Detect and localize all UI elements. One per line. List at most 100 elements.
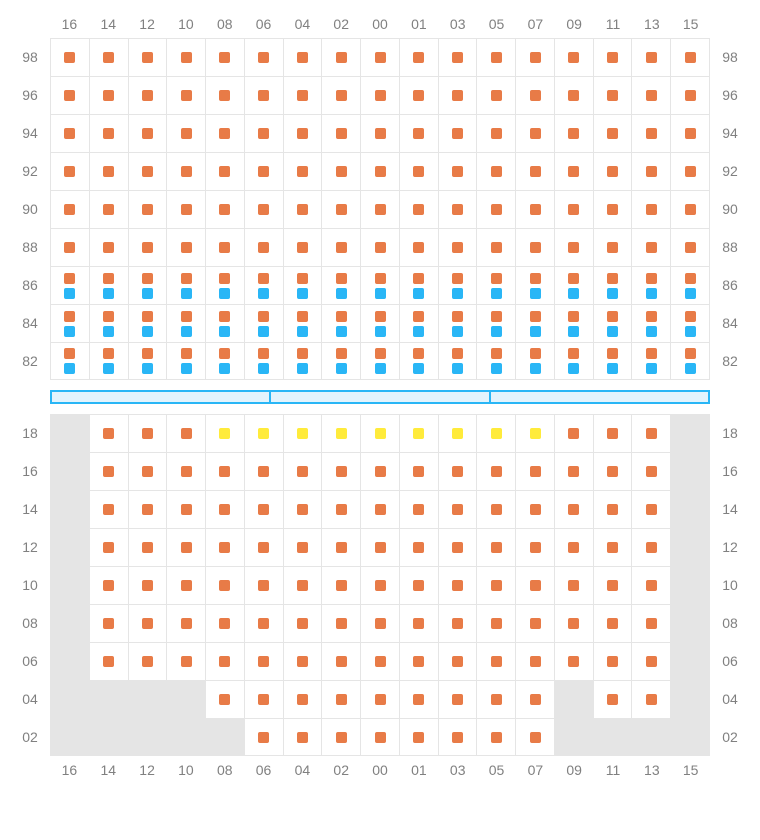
seat[interactable]: [258, 128, 269, 139]
seat[interactable]: [103, 52, 114, 63]
seat[interactable]: [258, 311, 269, 322]
seat[interactable]: [336, 732, 347, 743]
seat[interactable]: [568, 580, 579, 591]
seat[interactable]: [568, 348, 579, 359]
seat[interactable]: [219, 363, 230, 374]
seat[interactable]: [64, 311, 75, 322]
seat[interactable]: [181, 90, 192, 101]
seat[interactable]: [491, 326, 502, 337]
seat[interactable]: [413, 242, 424, 253]
seat[interactable]: [607, 52, 618, 63]
seat[interactable]: [142, 204, 153, 215]
seat[interactable]: [530, 504, 541, 515]
seat[interactable]: [685, 363, 696, 374]
seat[interactable]: [568, 288, 579, 299]
seat[interactable]: [530, 166, 541, 177]
seat[interactable]: [219, 166, 230, 177]
seat[interactable]: [491, 242, 502, 253]
seat[interactable]: [375, 428, 386, 439]
seat[interactable]: [297, 428, 308, 439]
seat[interactable]: [336, 166, 347, 177]
seat[interactable]: [336, 128, 347, 139]
seat[interactable]: [607, 204, 618, 215]
seat[interactable]: [375, 618, 386, 629]
seat[interactable]: [530, 732, 541, 743]
seat[interactable]: [103, 242, 114, 253]
seat[interactable]: [375, 204, 386, 215]
seat[interactable]: [181, 542, 192, 553]
seat[interactable]: [181, 348, 192, 359]
seat[interactable]: [297, 542, 308, 553]
seat[interactable]: [142, 428, 153, 439]
seat[interactable]: [375, 504, 386, 515]
seat[interactable]: [375, 466, 386, 477]
seat[interactable]: [568, 311, 579, 322]
seat[interactable]: [491, 542, 502, 553]
seat[interactable]: [181, 288, 192, 299]
seat[interactable]: [491, 166, 502, 177]
seat[interactable]: [297, 90, 308, 101]
seat[interactable]: [646, 428, 657, 439]
seat[interactable]: [491, 52, 502, 63]
seat[interactable]: [103, 166, 114, 177]
seat[interactable]: [64, 288, 75, 299]
seat[interactable]: [685, 204, 696, 215]
seat[interactable]: [452, 52, 463, 63]
seat[interactable]: [530, 326, 541, 337]
seat[interactable]: [530, 311, 541, 322]
seat[interactable]: [491, 504, 502, 515]
seat[interactable]: [336, 242, 347, 253]
seat[interactable]: [181, 504, 192, 515]
seat[interactable]: [375, 363, 386, 374]
seat[interactable]: [491, 348, 502, 359]
seat[interactable]: [530, 348, 541, 359]
seat[interactable]: [607, 694, 618, 705]
seat[interactable]: [413, 363, 424, 374]
seat[interactable]: [607, 166, 618, 177]
seat[interactable]: [142, 580, 153, 591]
seat[interactable]: [103, 273, 114, 284]
seat[interactable]: [142, 242, 153, 253]
seat[interactable]: [64, 204, 75, 215]
seat[interactable]: [219, 311, 230, 322]
seat[interactable]: [64, 90, 75, 101]
seat[interactable]: [336, 504, 347, 515]
seat[interactable]: [452, 326, 463, 337]
seat[interactable]: [258, 580, 269, 591]
seat[interactable]: [413, 504, 424, 515]
seat[interactable]: [685, 90, 696, 101]
seat[interactable]: [103, 204, 114, 215]
seat[interactable]: [685, 326, 696, 337]
seat[interactable]: [181, 128, 192, 139]
seat[interactable]: [491, 363, 502, 374]
seat[interactable]: [336, 656, 347, 667]
seat[interactable]: [103, 656, 114, 667]
seat[interactable]: [568, 128, 579, 139]
seat[interactable]: [336, 326, 347, 337]
seat[interactable]: [142, 128, 153, 139]
seat[interactable]: [336, 428, 347, 439]
seat[interactable]: [297, 580, 308, 591]
seat[interactable]: [103, 580, 114, 591]
seat[interactable]: [685, 166, 696, 177]
seat[interactable]: [258, 428, 269, 439]
seat[interactable]: [568, 90, 579, 101]
seat[interactable]: [530, 618, 541, 629]
seat[interactable]: [336, 694, 347, 705]
seat[interactable]: [375, 348, 386, 359]
seat[interactable]: [646, 326, 657, 337]
seat[interactable]: [413, 273, 424, 284]
seat[interactable]: [452, 311, 463, 322]
seat[interactable]: [607, 618, 618, 629]
seat[interactable]: [452, 542, 463, 553]
seat[interactable]: [297, 204, 308, 215]
seat[interactable]: [375, 166, 386, 177]
seat[interactable]: [530, 466, 541, 477]
seat[interactable]: [452, 90, 463, 101]
seat[interactable]: [646, 618, 657, 629]
seat[interactable]: [142, 311, 153, 322]
seat[interactable]: [685, 273, 696, 284]
seat[interactable]: [607, 326, 618, 337]
seat[interactable]: [142, 52, 153, 63]
seat[interactable]: [64, 166, 75, 177]
